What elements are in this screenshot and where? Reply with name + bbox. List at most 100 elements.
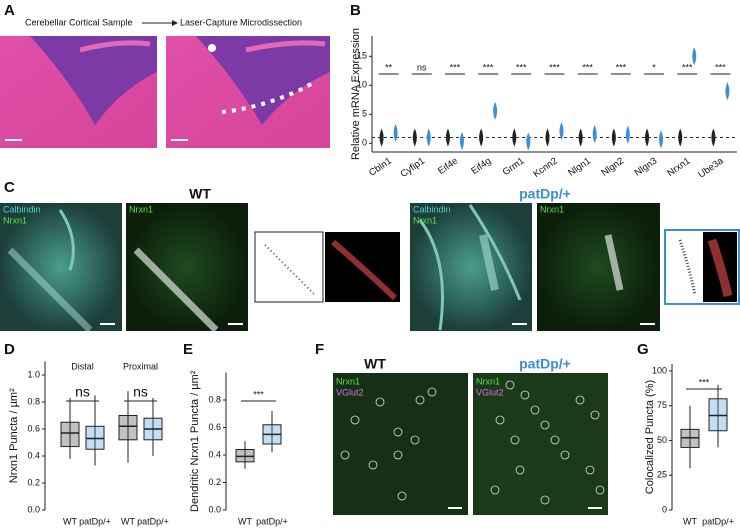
significance-label: *** (616, 62, 627, 72)
x-tick-label: WT (238, 516, 252, 526)
y-tick-label: 0.4 (208, 449, 221, 459)
arrow-head (172, 20, 178, 26)
violin (692, 47, 697, 66)
x-tick-label: Nrxn1 (665, 156, 692, 180)
puncta (264, 244, 316, 296)
violin (393, 123, 398, 142)
violin (545, 128, 550, 147)
tissue-image (166, 36, 330, 148)
group-title: WT (364, 356, 386, 372)
panel-label: F (315, 341, 324, 358)
group-title: patDp/+ (519, 356, 571, 372)
stain-label: VGlut2 (336, 387, 364, 397)
stain-label: Nrxn1 (129, 204, 153, 214)
violin (379, 128, 384, 147)
x-tick-label: WT (121, 516, 135, 526)
x-tick-label: patDp/+ (702, 516, 734, 526)
group-title: WT (189, 186, 211, 202)
stain-label: VGlut2 (476, 387, 504, 397)
significance-label: *** (253, 389, 264, 399)
significance-label: *** (549, 62, 560, 72)
y-tick-label: 0.2 (208, 477, 221, 487)
group-label: Distal (71, 361, 94, 371)
y-tick-label: 75 (657, 400, 667, 410)
violin (512, 128, 517, 147)
roi (707, 238, 733, 298)
violin (678, 128, 683, 147)
x-tick-label: Nlgn3 (633, 156, 660, 179)
y-axis-label: Colocalized Puncta (%) (644, 380, 656, 494)
caption: Laser-Capture Microdissection (180, 17, 302, 27)
x-tick-label: patDp/+ (79, 516, 111, 526)
x-tick-label: patDp/+ (256, 516, 288, 526)
stain-label: Nrxn1 (413, 215, 437, 225)
violin (578, 128, 583, 147)
violin (412, 128, 417, 147)
significance-label: ** (385, 62, 393, 72)
violin (711, 128, 716, 147)
stain-label: Calbindin (3, 204, 41, 214)
y-tick-label: 0.8 (208, 394, 221, 404)
box (60, 421, 80, 448)
y-tick-label: 0.6 (27, 423, 40, 433)
stain-label: Nrxn1 (3, 215, 27, 225)
violin (426, 128, 431, 147)
x-tick-label: Kcnn2 (531, 156, 559, 180)
significance-label: ns (133, 384, 148, 400)
tissue-image (0, 36, 157, 148)
y-tick-label: 0.4 (27, 450, 40, 460)
stain-label: Calbindin (413, 204, 451, 214)
stain-label: Nrxn1 (540, 204, 564, 214)
x-tick-label: Cyfip1 (399, 156, 427, 180)
panel-label: G (637, 341, 649, 358)
micrograph (410, 203, 532, 331)
violin (725, 82, 730, 101)
roi (331, 239, 398, 301)
stain-label: Nrxn1 (336, 376, 360, 386)
x-tick-label: Cbln1 (367, 156, 394, 179)
y-tick-label: 0 (362, 138, 367, 148)
violin (493, 101, 498, 120)
significance-label: *** (483, 62, 494, 72)
significance-label: *** (582, 62, 593, 72)
y-axis-label: Relative mRNA Expression (350, 28, 362, 160)
y-tick-label: 0.0 (27, 504, 40, 514)
y-tick-label: 15 (357, 51, 367, 61)
y-tick-label: 0.8 (27, 396, 40, 406)
y-tick-label: 10 (357, 80, 367, 90)
micrograph (537, 203, 660, 331)
significance-label: *** (682, 62, 693, 72)
micrograph (0, 203, 122, 333)
x-tick-label: Grm1 (501, 156, 527, 179)
y-tick-label: 50 (657, 435, 667, 445)
x-tick-label: WT (63, 516, 77, 526)
panel-label: A (4, 2, 15, 19)
panel-label: B (350, 2, 361, 19)
group-title: patDp/+ (519, 186, 571, 202)
y-axis-label: Dendritic Nrxn1 Puncta / µm² (189, 370, 201, 512)
micrograph (126, 203, 248, 333)
panel-label: E (183, 341, 193, 358)
caption: Cerebellar Cortical Sample (25, 17, 133, 27)
y-axis-label: Nrxn1 Puncta / µm² (8, 388, 20, 483)
y-tick-label: 100 (652, 365, 667, 375)
x-tick-label: Eif4g (469, 156, 493, 177)
y-tick-label: 0.0 (208, 504, 221, 514)
significance-label: * (652, 62, 656, 72)
significance-label: ns (75, 384, 90, 400)
x-tick-label: Nlgn1 (566, 156, 593, 179)
significance-label: *** (699, 377, 710, 387)
violin (479, 128, 484, 147)
y-tick-label: 1.0 (27, 369, 40, 379)
x-tick-label: WT (683, 516, 697, 526)
micrograph (333, 373, 468, 515)
violin (445, 128, 450, 147)
puncta (678, 239, 697, 296)
violin (592, 125, 597, 144)
panel-label: D (4, 341, 15, 358)
violin (625, 125, 630, 144)
significance-label: ns (417, 62, 427, 72)
mask-image (254, 231, 324, 303)
y-tick-label: 0.6 (208, 422, 221, 432)
violin (459, 131, 464, 150)
